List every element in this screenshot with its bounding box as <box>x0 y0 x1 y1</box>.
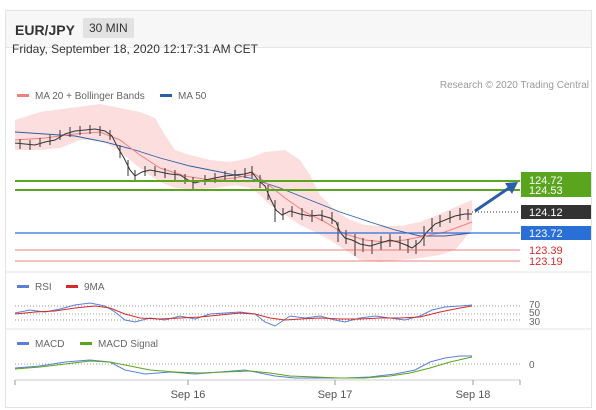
price-series <box>14 128 472 249</box>
bollinger-band <box>15 104 472 262</box>
resistance-tag <box>521 172 591 197</box>
chart-card: EUR/JPY 30 MIN <box>5 10 592 408</box>
macd-signal-line <box>14 356 473 379</box>
chart-header: EUR/JPY 30 MIN <box>6 11 591 48</box>
macd-zero-label: 0 <box>529 360 535 371</box>
legend-macd: MACD <box>17 339 64 350</box>
x-tick-sep16: Sep 16 <box>171 389 206 401</box>
legend-rsi-ma: 9MA <box>66 282 105 293</box>
legend-macd-label: MACD <box>35 339 65 350</box>
resistance-2-value: 124.72 <box>529 175 563 187</box>
timestamp: Friday, September 18, 2020 12:17:31 AM C… <box>12 42 258 56</box>
legend-macd-signal: MACD Signal <box>80 339 158 350</box>
x-tick-sep18: Sep 18 <box>456 389 491 401</box>
legend-ma20-label: MA 20 + Bollinger Bands <box>35 91 145 102</box>
support-1-value: 123.39 <box>529 245 563 257</box>
legend-rsi-ma-label: 9MA <box>84 282 105 293</box>
macd-line <box>14 355 472 379</box>
x-tick-sep17: Sep 17 <box>318 389 353 401</box>
macd-swatch-icon <box>17 342 29 345</box>
rsi-swatch-icon <box>17 285 29 288</box>
ma20-swatch-icon <box>17 94 29 97</box>
legend-ma20-bollinger: MA 20 + Bollinger Bands <box>17 91 145 102</box>
x-axis-ticks <box>14 380 521 385</box>
credit-text: Research © 2020 Trading Central <box>439 80 589 91</box>
legend-ma50-label: MA 50 <box>178 91 207 102</box>
ma50-line <box>14 131 473 237</box>
timeframe-badge[interactable]: 30 MIN <box>83 18 134 38</box>
rsi-label-50: 50 <box>529 308 541 319</box>
pivot-tag <box>521 226 591 240</box>
legend-ma50: MA 50 <box>160 91 206 102</box>
ma50-swatch-icon <box>160 94 172 97</box>
rsi-label-70: 70 <box>529 300 541 311</box>
candle-wicks <box>19 125 469 256</box>
pivot-value: 123.72 <box>529 228 563 240</box>
currency-pair-title: EUR/JPY <box>15 22 75 38</box>
legend-rsi: RSI <box>17 282 52 293</box>
support-2-value: 123.19 <box>529 256 563 268</box>
legend-rsi-label: RSI <box>35 282 52 293</box>
rsi-label-30: 30 <box>529 317 541 328</box>
macd-signal-swatch-icon <box>80 342 92 345</box>
forecast-arrow-icon <box>474 182 518 213</box>
legend-macd-signal-label: MACD Signal <box>98 339 159 350</box>
current-price-value: 124.12 <box>529 207 563 219</box>
current-price-tag <box>521 205 591 219</box>
resistance-1-value: 124.53 <box>529 185 563 197</box>
rsi-ma-line <box>14 305 473 321</box>
rsi-ma-swatch-icon <box>66 285 78 288</box>
